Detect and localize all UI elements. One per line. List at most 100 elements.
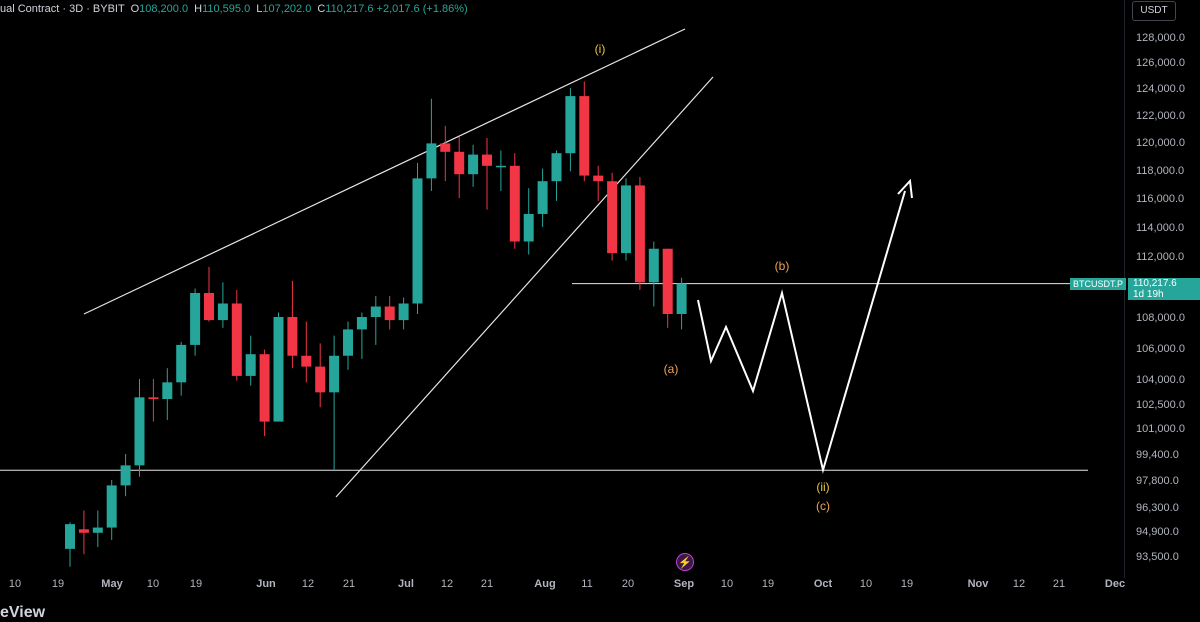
low-label: L	[256, 3, 263, 15]
time-tick-label: Jul	[398, 578, 414, 590]
price-tick-label: 101,000.0	[1136, 423, 1185, 435]
bolt-icon[interactable]: ⚡	[676, 553, 694, 571]
candle-body	[231, 303, 242, 376]
bar-countdown: 1d 19h	[1133, 289, 1164, 300]
time-tick-label: 19	[762, 578, 774, 590]
currency-button[interactable]: USDT	[1132, 1, 1176, 21]
candle-body	[343, 329, 353, 356]
candle-body	[370, 306, 381, 317]
time-tick-label: Nov	[968, 578, 990, 590]
candle-body	[440, 143, 451, 152]
change-value: +2,017.6 (+1.86%)	[376, 3, 468, 15]
symbol-tag: BTCUSDT.P	[1070, 278, 1127, 290]
high-value: 110,595.0	[202, 3, 251, 15]
candle-body	[176, 344, 187, 383]
time-tick-label: Aug	[534, 578, 555, 590]
candle-body	[329, 355, 340, 393]
time-tick-label: 10	[9, 578, 21, 590]
time-tick-label: 11	[581, 578, 592, 590]
wave-labels: (i) (a) (b) (ii) (c)	[595, 42, 830, 513]
close-label: C	[317, 3, 326, 15]
candle-body	[65, 524, 75, 549]
time-tick-label: 20	[622, 578, 634, 590]
price-tick-label: 122,000.0	[1136, 110, 1185, 122]
candle-body	[245, 354, 256, 376]
candle-body	[662, 248, 673, 314]
footer-brand: eView	[0, 604, 46, 621]
price-tick-label: 106,000.0	[1136, 343, 1185, 355]
candle-body	[273, 317, 284, 422]
candle-body	[634, 185, 645, 283]
candle-body	[148, 397, 159, 399]
candle-body	[607, 181, 618, 254]
price-tick-label: 102,500.0	[1136, 399, 1185, 411]
candle-body	[454, 151, 465, 175]
open-label: O	[130, 3, 140, 15]
price-tick-label: 97,800.0	[1136, 475, 1179, 487]
time-tick-label: 21	[1053, 578, 1065, 590]
candle-body	[106, 485, 117, 528]
time-tick-label: 10	[147, 578, 159, 590]
candle-body	[120, 465, 131, 486]
time-tick-label: 10	[860, 578, 872, 590]
price-tick-label: 99,400.0	[1136, 449, 1179, 461]
candle-body	[482, 154, 492, 166]
symbol-title: ual Contract · 3D · BYBIT	[0, 3, 125, 15]
candle-body	[204, 293, 214, 321]
candle-body	[190, 293, 201, 345]
time-tick-label: 10	[721, 578, 733, 590]
time-tick-label: 12	[1013, 578, 1025, 590]
high-label: H	[194, 3, 203, 15]
candle-body	[92, 527, 103, 533]
upper-trendline	[83, 28, 686, 315]
time-tick-label: 21	[481, 578, 493, 590]
close-value: 110,217.6	[325, 3, 374, 15]
candle-body	[78, 529, 89, 533]
candle-body	[509, 165, 520, 242]
candle-body	[648, 248, 659, 283]
candle-body	[134, 397, 145, 466]
projected-wave-path	[697, 190, 906, 474]
time-axis: 10 19 May 10 19 Jun 12 21 Jul 12 21 Aug 11 20 Sep 10 19 O…	[9, 578, 1125, 590]
price-tick-label: 96,300.0	[1136, 502, 1179, 514]
time-tick-label: May	[101, 578, 123, 590]
candle-body	[301, 355, 312, 367]
candle-body	[259, 354, 270, 422]
time-tick-label: Jun	[256, 578, 276, 590]
wave-label: (c)	[816, 499, 830, 513]
time-tick-label: Sep	[674, 578, 694, 590]
time-tick-label: Dec	[1105, 578, 1125, 590]
price-tick-label: 124,000.0	[1136, 83, 1185, 95]
candle-body	[579, 96, 590, 176]
last-price-tag: 110,217.6 1d 19h	[1128, 278, 1200, 300]
low-value: 107,202.0	[262, 3, 312, 15]
candle-body	[384, 306, 395, 321]
candle-body	[537, 181, 548, 214]
price-tick-label: 118,000.0	[1136, 165, 1184, 177]
symbol-legend: ual Contract · 3D · BYBIT O108,200.0 H11…	[0, 3, 468, 15]
price-tick-label: 108,000.0	[1136, 312, 1185, 324]
time-tick-label: 19	[901, 578, 913, 590]
last-price: 110,217.6	[1133, 278, 1177, 289]
candle-body	[621, 185, 631, 254]
time-tick-label: 12	[302, 578, 314, 590]
candle-body	[412, 178, 423, 304]
time-tick-label: 12	[441, 578, 453, 590]
horizontal-lines	[0, 283, 1088, 471]
time-tick-label: Oct	[814, 578, 833, 590]
candle-body	[287, 317, 298, 356]
candle-body	[162, 382, 173, 399]
wave-label: (i)	[595, 42, 606, 56]
wave-projection	[697, 178, 913, 474]
candle-body	[495, 165, 506, 168]
open-value: 108,200.0	[139, 3, 189, 15]
candle-body	[676, 283, 687, 314]
price-tick-label: 112,000.0	[1136, 251, 1184, 263]
price-tick-label: 126,000.0	[1136, 57, 1185, 69]
price-tick-label: 116,000.0	[1136, 193, 1184, 205]
candles	[65, 81, 687, 567]
lower-trendline	[335, 76, 714, 498]
candle-body	[565, 96, 576, 154]
candle-body	[315, 366, 326, 393]
